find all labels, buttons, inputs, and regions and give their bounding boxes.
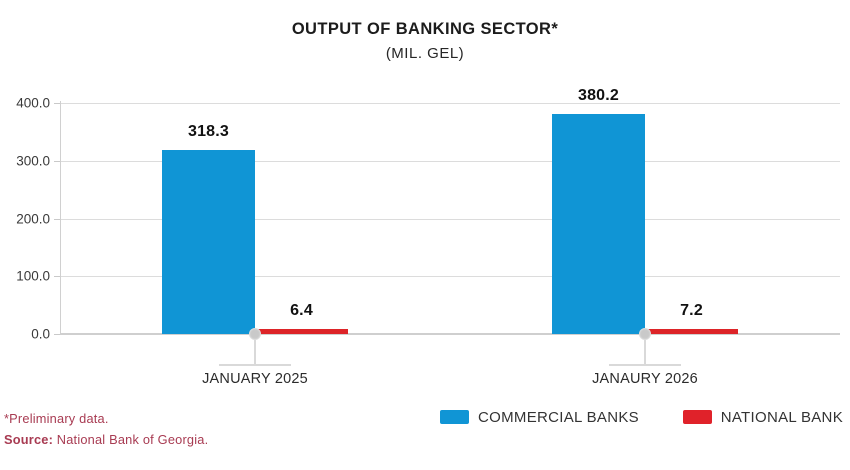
chart-subtitle: (MIL. GEL): [385, 45, 465, 62]
legend-swatch-national-bank: [682, 410, 712, 424]
y-axis-line: [60, 101, 61, 334]
gridline: [60, 333, 840, 335]
y-axis-tick: [54, 218, 60, 220]
value-label-national-bank: 6.4: [290, 302, 313, 319]
y-axis-tick: [54, 276, 60, 278]
bar-national-bank: [645, 329, 738, 334]
value-label-commercial-banks: 318.3: [187, 123, 230, 141]
y-axis-label: 400.0: [16, 95, 50, 111]
gridline: [60, 276, 840, 278]
gridline: [60, 103, 840, 104]
legend-swatch-commercial-banks: [440, 410, 469, 424]
y-axis-label: 0.0: [31, 326, 50, 342]
gridline: [60, 218, 840, 220]
y-axis-label: 300.0: [16, 153, 50, 169]
x-axis-label: JANAURY 2026: [592, 371, 698, 387]
y-axis-label: 100.0: [16, 268, 50, 284]
source-label: Source:: [4, 432, 54, 447]
source-note: Source: National Bank of Georgia.: [4, 432, 208, 447]
category-marker-dot: [639, 328, 651, 340]
chart-title: OUTPUT OF BANKING SECTOR*: [291, 20, 559, 38]
category-marker-dot: [249, 328, 261, 340]
y-axis-tick: [54, 334, 60, 335]
preliminary-note: *Preliminary data.: [4, 411, 109, 426]
bar-national-bank: [255, 329, 348, 334]
category-leader-line: [254, 334, 256, 364]
y-axis-label: 200.0: [16, 211, 50, 226]
category-leader-cap: [609, 364, 681, 366]
legend-item-national-bank: NATIONAL BANK: [682, 408, 843, 426]
y-axis-tick: [54, 160, 60, 162]
y-axis-tick: [54, 103, 60, 104]
bar-commercial-banks: [552, 114, 645, 334]
legend-label-commercial-banks: COMMERCIAL BANKS: [478, 408, 639, 426]
x-axis-label: JANUARY 2025: [202, 371, 308, 387]
legend: COMMERCIAL BANKS NATIONAL BANK: [440, 408, 843, 426]
legend-item-commercial-banks: COMMERCIAL BANKS: [440, 409, 639, 426]
bar-commercial-banks: [162, 150, 255, 334]
gridline: [60, 160, 840, 162]
value-label-national-bank: 7.2: [680, 302, 703, 319]
category-leader-cap: [219, 364, 291, 366]
source-text: National Bank of Georgia.: [53, 432, 209, 447]
category-leader-line: [644, 334, 646, 364]
value-label-commercial-banks: 380.2: [577, 87, 620, 105]
legend-label-national-bank: NATIONAL BANK: [720, 408, 843, 426]
